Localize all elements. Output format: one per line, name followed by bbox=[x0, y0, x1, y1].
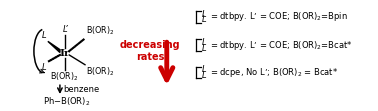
Text: benzene: benzene bbox=[64, 85, 100, 94]
Text: L: L bbox=[41, 63, 46, 72]
Text: L: L bbox=[202, 44, 207, 53]
Text: L: L bbox=[202, 10, 207, 19]
Text: = dtbpy. L’ = COE; B(OR)$_2$=Bpin: = dtbpy. L’ = COE; B(OR)$_2$=Bpin bbox=[211, 10, 348, 23]
Text: B(OR)$_2$: B(OR)$_2$ bbox=[86, 66, 115, 78]
Text: = dtbpy. L’ = COE; B(OR)$_2$=Bcat*: = dtbpy. L’ = COE; B(OR)$_2$=Bcat* bbox=[211, 39, 353, 52]
Text: L’: L’ bbox=[63, 25, 68, 34]
Text: decreasing
rates: decreasing rates bbox=[120, 40, 180, 62]
Text: B(OR)$_2$: B(OR)$_2$ bbox=[86, 25, 115, 37]
Text: = dcpe, No L’; B(OR)$_2$ = Bcat*: = dcpe, No L’; B(OR)$_2$ = Bcat* bbox=[211, 66, 339, 79]
Text: L: L bbox=[41, 31, 46, 40]
Text: Ir: Ir bbox=[59, 49, 70, 57]
Text: L: L bbox=[202, 71, 207, 80]
Text: L: L bbox=[202, 65, 207, 74]
Text: L: L bbox=[202, 15, 207, 24]
Text: L: L bbox=[202, 38, 207, 47]
Polygon shape bbox=[48, 41, 60, 53]
Text: B(OR)$_2$: B(OR)$_2$ bbox=[50, 71, 79, 83]
Text: Ph$-$B(OR)$_2$: Ph$-$B(OR)$_2$ bbox=[43, 95, 90, 108]
